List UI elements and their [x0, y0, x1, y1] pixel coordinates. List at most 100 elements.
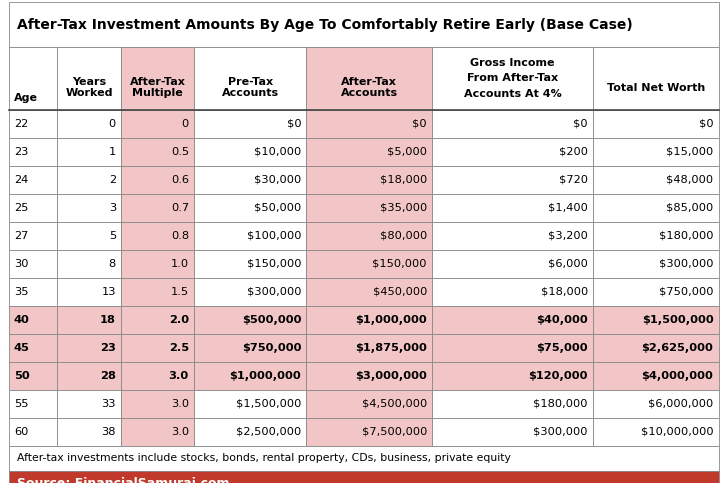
Bar — [9, 222, 57, 250]
Text: After-tax investments include stocks, bonds, rental property, CDs, business, pri: After-tax investments include stocks, bo… — [17, 454, 510, 463]
Text: 22: 22 — [14, 119, 28, 128]
Text: 23: 23 — [100, 343, 116, 353]
Text: $18,000: $18,000 — [541, 287, 587, 297]
Text: 28: 28 — [100, 371, 116, 381]
Text: $3,200: $3,200 — [548, 231, 587, 241]
Text: $1,500,000: $1,500,000 — [641, 315, 713, 325]
Bar — [194, 138, 306, 166]
Bar — [432, 250, 593, 278]
Text: After-Tax Investment Amounts By Age To Comfortably Retire Early (Base Case): After-Tax Investment Amounts By Age To C… — [17, 18, 633, 31]
Bar — [57, 250, 121, 278]
Text: 2: 2 — [108, 175, 116, 185]
Text: 3.0: 3.0 — [169, 371, 189, 381]
Text: $80,000: $80,000 — [380, 231, 427, 241]
Bar — [57, 110, 121, 138]
Bar — [432, 362, 593, 390]
Text: Pre-Tax
Accounts: Pre-Tax Accounts — [221, 77, 279, 98]
Bar — [57, 362, 121, 390]
Text: $4,000,000: $4,000,000 — [641, 371, 713, 381]
Bar — [57, 278, 121, 306]
Text: 24: 24 — [14, 175, 28, 185]
Bar — [9, 250, 57, 278]
Bar — [432, 390, 593, 418]
Bar — [593, 110, 719, 138]
Text: 1.5: 1.5 — [171, 287, 189, 297]
Text: 2.5: 2.5 — [169, 343, 189, 353]
Text: $300,000: $300,000 — [659, 259, 713, 269]
Bar — [57, 138, 121, 166]
Text: $3,000,000: $3,000,000 — [355, 371, 427, 381]
Text: Age: Age — [14, 93, 38, 103]
Text: 2.0: 2.0 — [169, 315, 189, 325]
Bar — [593, 390, 719, 418]
Text: $1,400: $1,400 — [548, 203, 587, 213]
Text: $1,500,000: $1,500,000 — [236, 399, 301, 409]
Bar — [121, 47, 194, 110]
Text: From After-Tax: From After-Tax — [467, 73, 558, 83]
Text: $48,000: $48,000 — [666, 175, 713, 185]
Text: 33: 33 — [101, 399, 116, 409]
Text: Gross Income: Gross Income — [470, 57, 555, 68]
Text: $150,000: $150,000 — [247, 259, 301, 269]
Bar — [306, 306, 432, 334]
Text: 38: 38 — [101, 427, 116, 437]
Text: 13: 13 — [101, 287, 116, 297]
Bar — [593, 194, 719, 222]
Text: $4,500,000: $4,500,000 — [362, 399, 427, 409]
Text: $6,000: $6,000 — [548, 259, 587, 269]
Bar — [121, 138, 194, 166]
Text: $0: $0 — [699, 119, 713, 128]
Bar — [9, 306, 57, 334]
Bar — [432, 418, 593, 446]
Bar — [9, 278, 57, 306]
Text: $720: $720 — [559, 175, 587, 185]
Bar — [57, 166, 121, 194]
Text: $35,000: $35,000 — [380, 203, 427, 213]
Text: 3.0: 3.0 — [171, 427, 189, 437]
Text: 30: 30 — [14, 259, 28, 269]
Text: $180,000: $180,000 — [659, 231, 713, 241]
Text: $85,000: $85,000 — [666, 203, 713, 213]
Bar — [121, 418, 194, 446]
Text: $100,000: $100,000 — [247, 231, 301, 241]
Text: $500,000: $500,000 — [242, 315, 301, 325]
Text: $200: $200 — [559, 147, 587, 156]
Text: After-Tax
Accounts: After-Tax Accounts — [341, 77, 397, 98]
Text: Years
Worked: Years Worked — [66, 77, 113, 98]
Text: Accounts At 4%: Accounts At 4% — [464, 89, 561, 99]
Bar — [593, 278, 719, 306]
Text: 1.0: 1.0 — [171, 259, 189, 269]
Bar — [57, 418, 121, 446]
Text: After-Tax
Multiple: After-Tax Multiple — [130, 77, 186, 98]
Text: 40: 40 — [14, 315, 30, 325]
Text: 0.6: 0.6 — [171, 175, 189, 185]
Bar — [593, 138, 719, 166]
Bar — [194, 222, 306, 250]
Bar — [593, 418, 719, 446]
Text: $120,000: $120,000 — [529, 371, 587, 381]
Bar — [121, 194, 194, 222]
Bar — [121, 390, 194, 418]
Bar — [432, 110, 593, 138]
Bar — [9, 138, 57, 166]
Text: $150,000: $150,000 — [373, 259, 427, 269]
Text: $750,000: $750,000 — [659, 287, 713, 297]
Text: $0: $0 — [573, 119, 587, 128]
Bar — [194, 194, 306, 222]
Bar — [593, 47, 719, 110]
Bar — [306, 222, 432, 250]
Text: 3: 3 — [108, 203, 116, 213]
Bar — [194, 390, 306, 418]
Bar — [306, 362, 432, 390]
Bar — [9, 390, 57, 418]
Bar — [57, 334, 121, 362]
Bar — [432, 222, 593, 250]
Text: 0: 0 — [181, 119, 189, 128]
Bar — [593, 166, 719, 194]
Text: 8: 8 — [108, 259, 116, 269]
Text: $2,625,000: $2,625,000 — [641, 343, 713, 353]
Bar — [9, 166, 57, 194]
Text: 55: 55 — [14, 399, 28, 409]
Bar — [306, 250, 432, 278]
Bar — [306, 390, 432, 418]
